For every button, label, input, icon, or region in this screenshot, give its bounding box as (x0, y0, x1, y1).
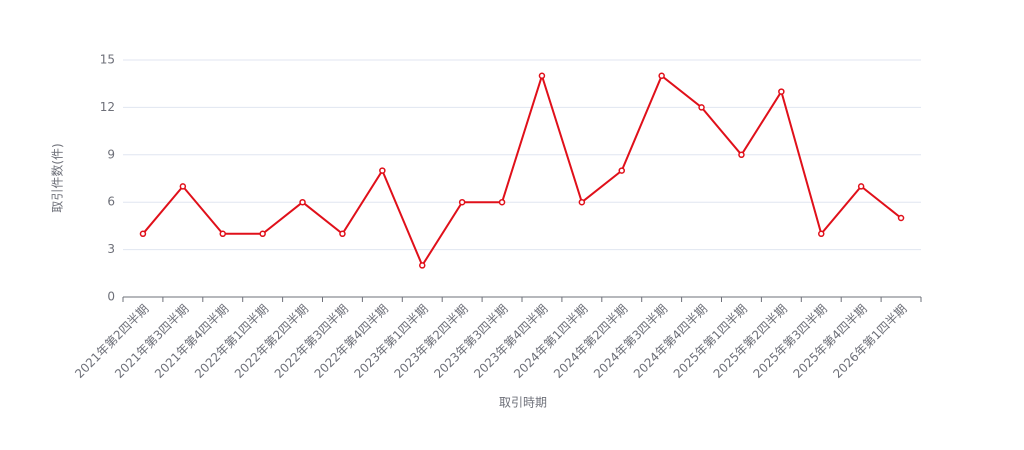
point (738, 151, 745, 159)
x-tick-label: 2024年第3四半期 (591, 302, 670, 381)
y-tick-label: 3 (107, 242, 115, 256)
x-tick-label: 2022年第1四半期 (192, 302, 271, 381)
point (538, 72, 546, 80)
x-tick-label: 2026年第1四半期 (830, 302, 909, 381)
x-tick-label: 2025年第1四半期 (671, 302, 750, 381)
point (458, 198, 466, 206)
point (897, 214, 905, 222)
point (259, 230, 266, 238)
x-tick-label: 2023年第4四半期 (471, 302, 550, 381)
x-tick-label: 2024年第1四半期 (511, 302, 590, 381)
y-tick-label: 0 (107, 290, 115, 304)
point (658, 72, 665, 80)
x-tick-label: 2021年第3四半期 (112, 302, 191, 381)
line (142, 72, 902, 268)
x-axis-label: 取引時期 (499, 396, 547, 410)
x-tick-label: 2023年第2四半期 (391, 302, 470, 381)
x-tick-label: 2024年第2四半期 (551, 302, 630, 381)
x-tick-label: 2024年第4四半期 (631, 302, 710, 381)
point (698, 104, 705, 111)
x-tick-label: 2022年第4四半期 (312, 302, 391, 381)
y-tick-label: 15 (100, 53, 115, 67)
point (818, 230, 825, 238)
point (219, 230, 226, 238)
point (778, 88, 785, 95)
y-tick-label: 9 (107, 147, 115, 161)
y-axis-label: 取引件数(件) (50, 143, 65, 212)
x-tick-label: 2025年第4四半期 (790, 302, 869, 381)
y-tick-label: 12 (100, 100, 115, 114)
x-tick-label: 2023年第3四半期 (431, 302, 510, 381)
x-tick-label: 2025年第3四半期 (751, 302, 830, 381)
point (379, 167, 386, 174)
x-tick-label: 2023年第1四半期 (352, 302, 431, 381)
point (498, 198, 506, 206)
x-tick-label: 2021年第4四半期 (152, 302, 231, 381)
point (299, 198, 306, 206)
x-tick-label: 2022年第2四半期 (232, 302, 311, 381)
point (618, 167, 625, 174)
point (857, 183, 865, 190)
y-tick-label: 6 (107, 195, 115, 209)
point (578, 198, 586, 206)
x-tick-label: 2025年第2四半期 (711, 302, 790, 381)
point (339, 230, 346, 238)
x-tick-label: 2021年第2四半期 (72, 302, 151, 381)
point (179, 183, 187, 190)
x-tick-label: 2022年第3四半期 (272, 302, 351, 381)
point (419, 262, 426, 269)
point (139, 230, 147, 238)
